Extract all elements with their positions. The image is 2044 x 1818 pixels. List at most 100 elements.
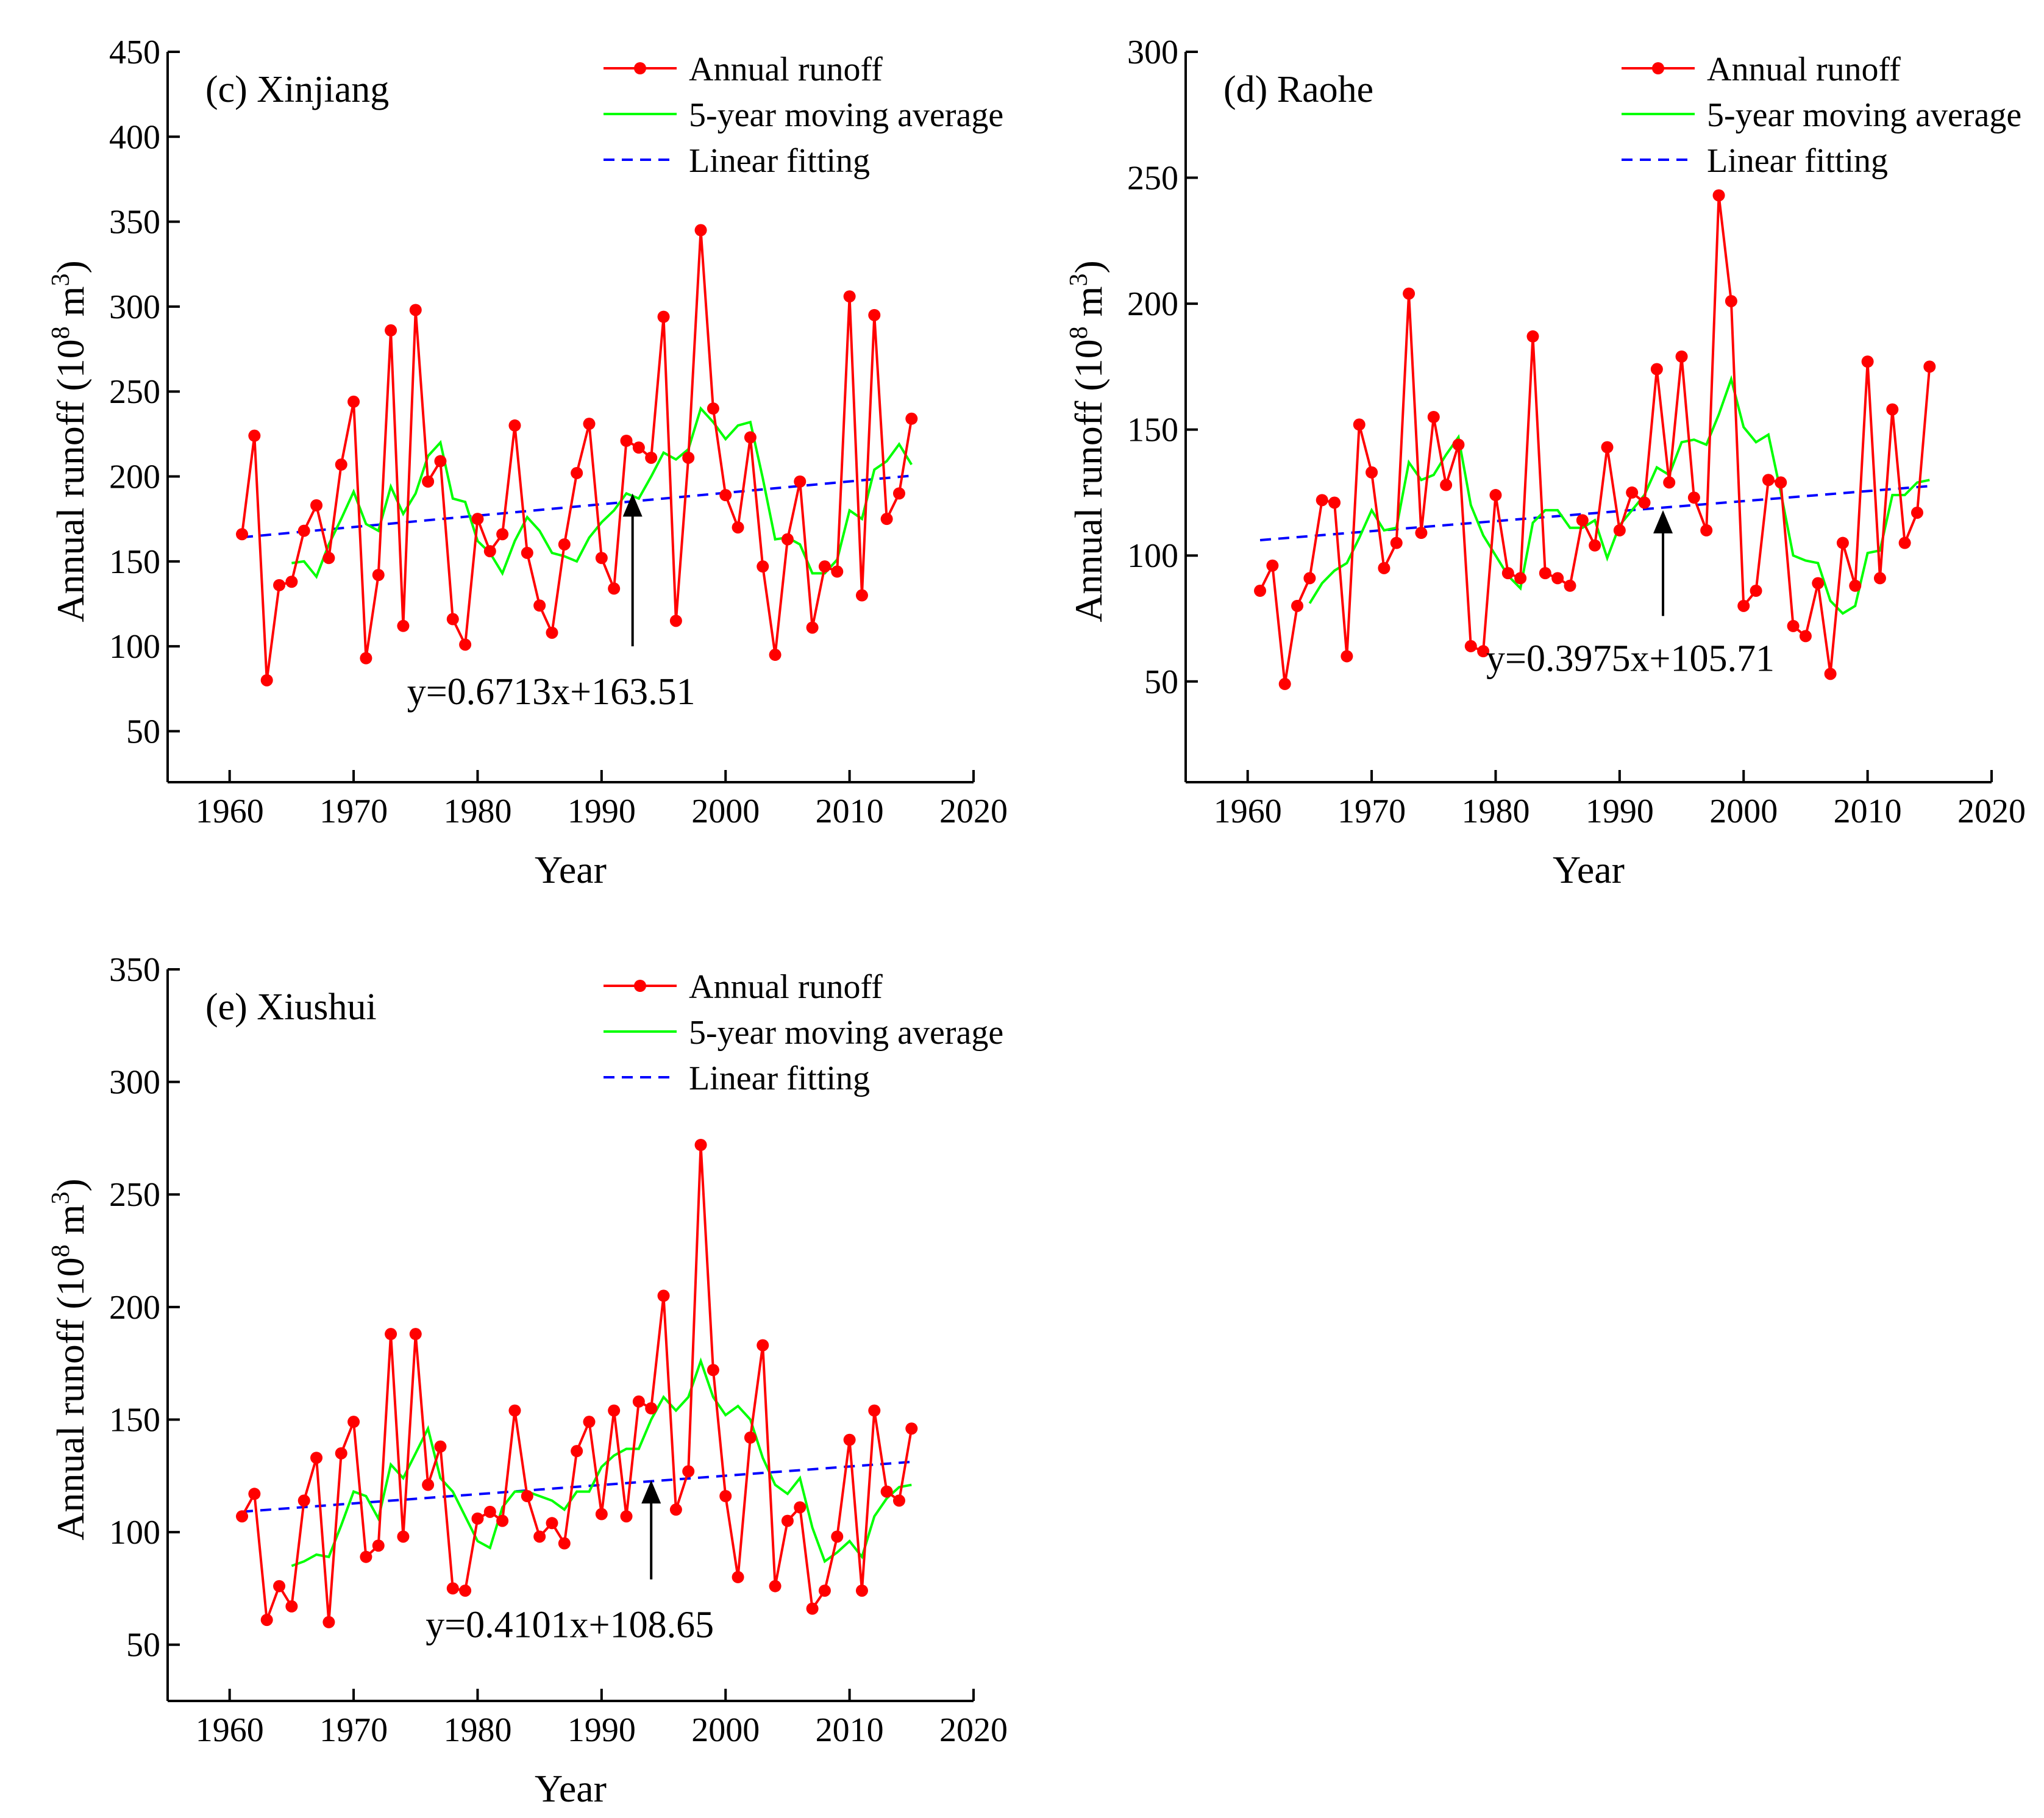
chart-0-annual-runoff-point xyxy=(347,395,360,408)
chart-1-annual-runoff-point xyxy=(1477,645,1490,658)
chart-0-annual-runoff-point xyxy=(719,489,732,502)
chart-0-annual-runoff-point xyxy=(620,435,633,447)
chart-1-annual-runoff-point xyxy=(1291,599,1304,612)
chart-0-annual-runoff-point xyxy=(831,565,844,578)
y-axis-title-part: Annual runoff (10 xyxy=(49,1257,92,1541)
chart-0-y-tick-label: 100 xyxy=(109,628,160,666)
chart-1-annual-runoff-point xyxy=(1316,494,1328,507)
chart-2-annual-runoff-point xyxy=(818,1585,831,1597)
chart-2-panel-title: (e) Xiushui xyxy=(205,986,377,1028)
chart-2-x-tick-label: 2020 xyxy=(939,1711,1008,1749)
chart-2-annual-runoff-point xyxy=(533,1530,546,1543)
chart-0-annual-runoff-point xyxy=(285,576,298,588)
chart-0-annual-runoff-point xyxy=(757,560,769,573)
chart-2-annual-runoff-point xyxy=(322,1616,335,1628)
chart-0-equation: y=0.6713x+163.51 xyxy=(407,671,696,713)
chart-0-annual-runoff-point xyxy=(248,429,261,442)
chart-2-annual-runoff-point xyxy=(571,1445,583,1458)
chart-0-arrow-head xyxy=(622,493,643,517)
chart-2-y-tick-label: 50 xyxy=(126,1627,160,1664)
chart-2-annual-runoff-point xyxy=(669,1503,682,1516)
chart-2-annual-runoff-point xyxy=(583,1416,596,1428)
chart-1-annual-runoff-point xyxy=(1613,524,1626,536)
chart-1-annual-runoff-point xyxy=(1638,496,1651,509)
chart-0-x-tick-label: 2010 xyxy=(816,793,884,830)
chart-1-x-tick-label: 1960 xyxy=(1214,793,1282,830)
chart-1-y-axis-title: Annual runoff (108 m3) xyxy=(1065,260,1110,622)
chart-1-annual-runoff-point xyxy=(1650,363,1663,376)
chart-0-annual-runoff-point xyxy=(571,466,583,479)
y-axis-title-part: ) xyxy=(49,260,92,273)
chart-1-annual-runoff-point xyxy=(1750,585,1762,597)
chart-1-x-tick-label: 1980 xyxy=(1461,793,1529,830)
chart-0-y-tick-label: 400 xyxy=(109,118,160,156)
chart-0-annual-runoff-point xyxy=(583,418,596,430)
chart-0-annual-runoff-point xyxy=(818,560,831,573)
chart-2-annual-runoff-point xyxy=(273,1580,286,1592)
chart-1-x-tick-label: 1970 xyxy=(1337,793,1406,830)
chart-1-annual-runoff-point xyxy=(1353,418,1366,431)
chart-0-annual-runoff-point xyxy=(781,533,794,546)
chart-1-annual-runoff-point xyxy=(1910,506,1923,519)
chart-2-annual-runoff-point xyxy=(757,1339,769,1352)
chart-1-annual-runoff-point xyxy=(1427,411,1440,423)
chart-2-arrow-head xyxy=(641,1480,661,1504)
chart-2-annual-runoff-point xyxy=(521,1490,533,1502)
chart-0-annual-runoff-point xyxy=(794,475,807,488)
chart-0-x-tick-label: 2020 xyxy=(939,793,1008,830)
chart-2-y-tick-label: 350 xyxy=(109,951,160,989)
chart-1-annual-runoff-point xyxy=(1787,619,1800,632)
chart-0-annual-runoff-point xyxy=(446,613,459,626)
chart-1-annual-runoff-point xyxy=(1501,567,1514,580)
chart-0-annual-runoff-point xyxy=(260,674,273,686)
chart-2-annual-runoff-point xyxy=(905,1422,918,1435)
chart-0-annual-runoff-point xyxy=(360,652,372,665)
chart-2-annual-runoff-point xyxy=(409,1328,422,1341)
chart-1-annual-runoff-point xyxy=(1539,567,1551,580)
chart-0-x-tick-label: 1980 xyxy=(443,793,511,830)
chart-0-annual-runoff-point xyxy=(669,615,682,627)
chart-1-y-tick-label: 150 xyxy=(1127,412,1178,449)
chart-0-annual-runoff-point xyxy=(657,310,670,323)
chart-1-annual-runoff-point xyxy=(1514,572,1527,585)
chart-0-legend-linear-label: Linear fitting xyxy=(689,142,870,180)
chart-1-y-tick-label: 250 xyxy=(1127,160,1178,198)
chart-2-annual-runoff-point xyxy=(397,1530,410,1543)
chart-2-annual-runoff-point xyxy=(707,1364,719,1377)
chart-0-annual-runoff-point xyxy=(521,546,533,559)
y-axis-title-part: 3 xyxy=(47,1192,75,1205)
chart-1-annual-runoff-point xyxy=(1464,640,1477,652)
chart-2-annual-runoff-point xyxy=(347,1416,360,1428)
y-axis-title-part: 8 xyxy=(47,326,75,339)
chart-0-y-tick-label: 300 xyxy=(109,288,160,326)
chart-1-annual-runoff-point xyxy=(1687,491,1700,504)
chart-0-annual-runoff-point xyxy=(322,552,335,565)
chart-1-annual-runoff-point xyxy=(1303,572,1316,585)
chart-0-annual-runoff-point xyxy=(385,324,397,337)
chart-2-x-axis-title: Year xyxy=(535,1767,607,1810)
chart-2-annual-runoff-point xyxy=(508,1404,521,1417)
chart-0-legend-annual-marker xyxy=(634,62,646,74)
chart-2-annual-runoff-point xyxy=(385,1328,397,1341)
panel-xiushui: 50 100 150 200 250 300 350 1960 1970 1980 1990 2000… xyxy=(47,951,1008,1810)
chart-1-x-tick-label: 2010 xyxy=(1834,793,1902,830)
chart-0-annual-runoff-point xyxy=(409,304,422,316)
chart-0-annual-runoff-point xyxy=(855,589,868,602)
chart-2-annual-runoff-point xyxy=(595,1508,608,1520)
chart-2-annual-runoff-point xyxy=(694,1139,707,1151)
y-axis-title-part: ) xyxy=(1067,260,1110,273)
chart-2-annual-runoff-point xyxy=(781,1514,794,1527)
y-axis-title-part: ) xyxy=(49,1178,92,1191)
panel-raohe: 50 100 150 200 250 300 1960 1970 1980 1990 2000 201… xyxy=(1065,34,2026,891)
chart-0-annual-runoff-point xyxy=(843,290,856,303)
chart-2-annual-runoff-point xyxy=(372,1539,385,1552)
chart-2-annual-runoff-point xyxy=(471,1512,484,1525)
chart-2-annual-runoff-point xyxy=(248,1488,261,1500)
chart-1-annual-runoff-point xyxy=(1576,514,1589,527)
chart-2-annual-runoff-point xyxy=(608,1404,621,1417)
chart-1-annual-runoff-point xyxy=(1415,527,1428,540)
chart-1-x-tick-label: 2020 xyxy=(1957,793,2026,830)
chart-1-annual-runoff-point xyxy=(1886,403,1899,416)
